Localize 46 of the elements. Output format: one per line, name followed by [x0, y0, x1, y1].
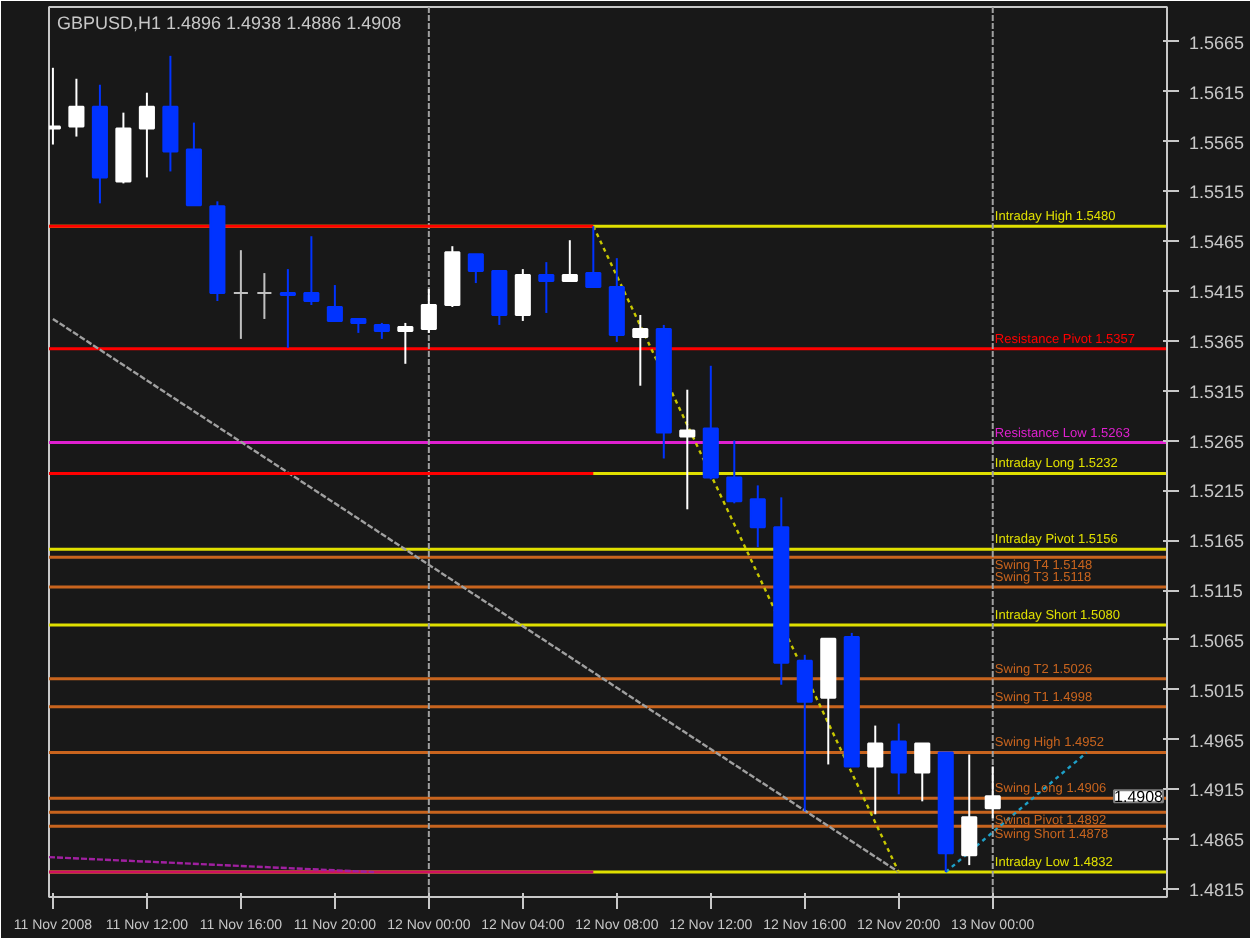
- y-tick-label: 1.5665: [1189, 32, 1245, 53]
- y-tick-label: 1.5415: [1189, 282, 1245, 303]
- candlestick: [162, 54, 179, 173]
- candlestick: [538, 261, 555, 314]
- candlestick: [679, 388, 696, 511]
- candlestick: [914, 742, 931, 803]
- y-tick-label: 1.5065: [1189, 630, 1245, 651]
- candlestick: [491, 270, 508, 326]
- chart-title: GBPUSD,H1 1.4896 1.4938 1.4886 1.4908: [57, 13, 402, 33]
- annotation: 1.4908: [1114, 788, 1165, 807]
- candlestick: [867, 724, 884, 816]
- candlestick: [420, 288, 437, 334]
- y-tick-label: 1.5465: [1189, 232, 1245, 253]
- candlestick: [726, 439, 743, 505]
- candlestick: [326, 284, 343, 322]
- y-tick-label: 1.5215: [1189, 481, 1245, 502]
- candlestick: [232, 249, 249, 340]
- candlestick: [467, 253, 484, 285]
- candlestick: [397, 321, 414, 365]
- y-tick-label: 1.5315: [1189, 381, 1245, 402]
- y-tick-label: 1.4965: [1189, 730, 1245, 751]
- candlestick: [561, 239, 578, 283]
- candlestick: [961, 753, 978, 867]
- y-tick-label: 1.5265: [1189, 431, 1245, 452]
- candlestick: [796, 653, 813, 813]
- candlestick: [585, 225, 602, 289]
- y-tick-label: 1.4915: [1189, 780, 1245, 801]
- y-tick-label: 1.5365: [1189, 331, 1245, 352]
- candlestick: [514, 268, 531, 322]
- y-tick-label: 1.5115: [1189, 581, 1243, 602]
- y-tick-label: 1.4815: [1189, 880, 1245, 901]
- candlestick: [632, 313, 649, 387]
- candlestick: [279, 268, 296, 349]
- candlestick: [303, 235, 320, 306]
- y-tick-label: 1.5165: [1189, 531, 1245, 552]
- y-tick-label: 1.5515: [1189, 182, 1245, 203]
- candlestick: [608, 257, 625, 343]
- candlestick: [256, 272, 273, 320]
- candlestick: [68, 77, 85, 138]
- y-tick-label: 1.4865: [1189, 830, 1245, 851]
- y-tick-label: 1.5565: [1189, 132, 1245, 153]
- candlestick: [890, 722, 907, 796]
- y-tick-label: 1.5015: [1189, 680, 1245, 701]
- candlestick: [138, 91, 155, 179]
- candlestick: [749, 484, 766, 549]
- y-tick-label: 1.5615: [1189, 82, 1245, 103]
